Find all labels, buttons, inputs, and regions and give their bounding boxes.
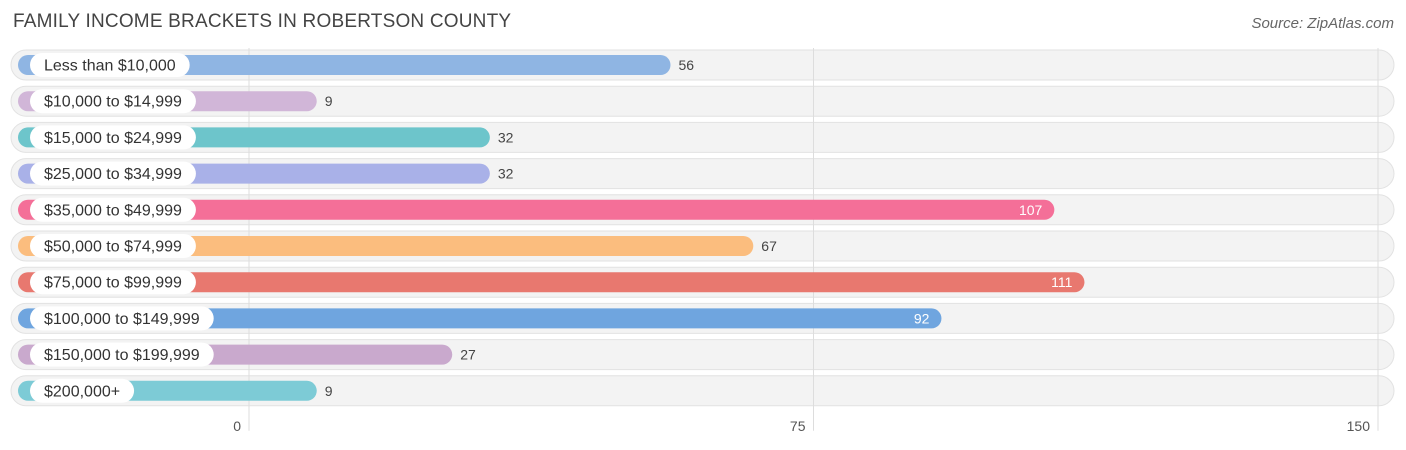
bar-row: $25,000 to $34,999 32	[18, 161, 514, 186]
row-track	[10, 375, 1395, 407]
category-label: $25,000 to $34,999	[44, 166, 182, 183]
category-label: $15,000 to $24,999	[44, 130, 182, 147]
category-label-pill	[30, 342, 214, 367]
bar-row: $10,000 to $14,999 9	[18, 89, 333, 114]
category-label: Less than $10,000	[44, 58, 176, 75]
category-label-pill	[30, 378, 135, 403]
category-label: $35,000 to $49,999	[44, 202, 182, 219]
bars: Less than $10,000 56$10,000 to $14,999 9$1…	[18, 53, 1085, 403]
category-label: $100,000 to $149,999	[44, 311, 200, 328]
bar	[18, 308, 942, 329]
bar-row: $15,000 to $24,999 32	[18, 125, 514, 150]
bar-row: $50,000 to $74,999 67	[18, 234, 777, 258]
x-tick-label: 75	[790, 418, 806, 434]
bar-row: $150,000 to $199,999 27	[18, 342, 476, 367]
category-label: $150,000 to $199,999	[44, 347, 200, 364]
source-credit: Source: ZipAtlas.com	[1251, 15, 1394, 32]
row-track	[10, 85, 1395, 117]
category-label-pill	[30, 53, 190, 77]
bar	[18, 272, 1085, 293]
chart-title: FAMILY INCOME BRACKETS IN ROBERTSON COUN…	[13, 11, 512, 32]
x-axis: 0 75 150	[233, 418, 1370, 434]
category-label-pill	[30, 306, 214, 331]
category-label: $50,000 to $74,999	[44, 239, 182, 256]
bar-row: $100,000 to $149,999 92	[18, 306, 942, 331]
bar	[18, 199, 1055, 220]
value-label: 56	[678, 57, 694, 73]
value-label: 111	[1051, 274, 1072, 290]
bar	[18, 236, 754, 256]
x-tick-label: 0	[233, 418, 241, 434]
value-label: 67	[761, 238, 777, 254]
category-label: $10,000 to $14,999	[44, 94, 182, 111]
value-label: 107	[1019, 202, 1043, 218]
category-label-pill	[30, 270, 196, 295]
category-label-pill	[30, 161, 196, 186]
bar-row: $200,000+ 9	[18, 378, 333, 403]
x-tick-label: 150	[1347, 418, 1371, 434]
category-label-pill	[30, 89, 196, 114]
bar-row: $35,000 to $49,999 107	[18, 197, 1055, 222]
category-label: $75,000 to $99,999	[44, 275, 182, 292]
bar-row: Less than $10,000 56	[18, 53, 694, 77]
value-label: 27	[460, 347, 476, 363]
value-label: 32	[498, 129, 514, 145]
category-label-pill	[30, 125, 196, 150]
value-label: 92	[914, 310, 930, 326]
category-label: $200,000+	[44, 383, 120, 400]
value-label: 32	[498, 166, 514, 182]
category-label-pill	[30, 197, 196, 222]
bar-row: $75,000 to $99,999 111	[18, 270, 1085, 295]
category-label-pill	[30, 234, 196, 258]
value-label: 9	[325, 383, 333, 399]
value-label: 9	[325, 93, 333, 109]
